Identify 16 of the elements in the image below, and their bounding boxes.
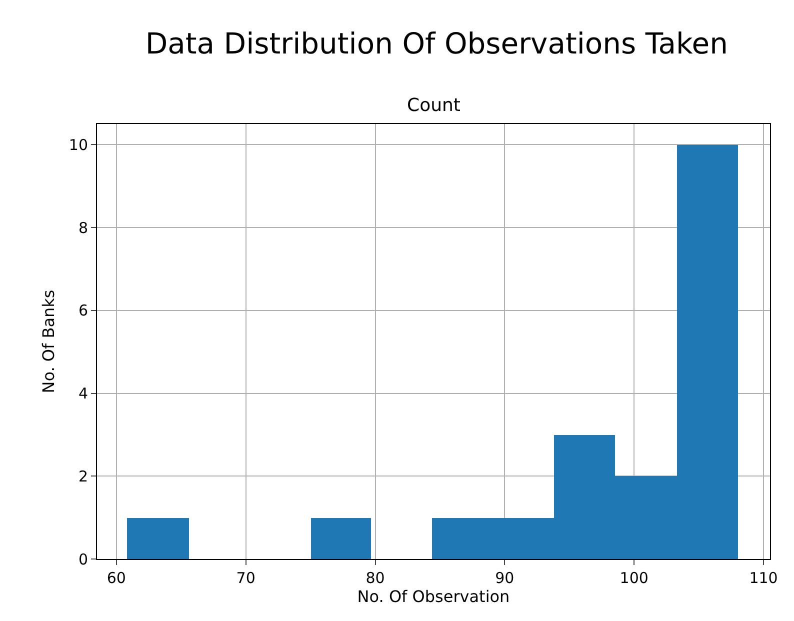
- x-tick-label: 70: [236, 569, 256, 587]
- chart-title: Data Distribution Of Observations Taken: [145, 26, 728, 61]
- y-tick-label: 0: [78, 550, 88, 568]
- y-tick-label: 10: [68, 136, 88, 154]
- x-tick-label: 110: [749, 569, 778, 587]
- chart-subtitle: Count: [407, 95, 460, 116]
- x-tick-label: 100: [620, 569, 648, 587]
- y-tick-label: 2: [78, 467, 88, 486]
- x-tick-label: 90: [495, 569, 514, 587]
- x-axis-title: No. Of Observation: [357, 587, 510, 606]
- x-tick-label: 80: [366, 569, 385, 587]
- y-tick-label: 4: [78, 384, 88, 403]
- y-axis-title: No. Of Banks: [38, 290, 58, 394]
- y-tick-label: 8: [78, 218, 88, 237]
- y-tick-label: 6: [78, 302, 88, 320]
- x-tick-label: 60: [106, 569, 126, 587]
